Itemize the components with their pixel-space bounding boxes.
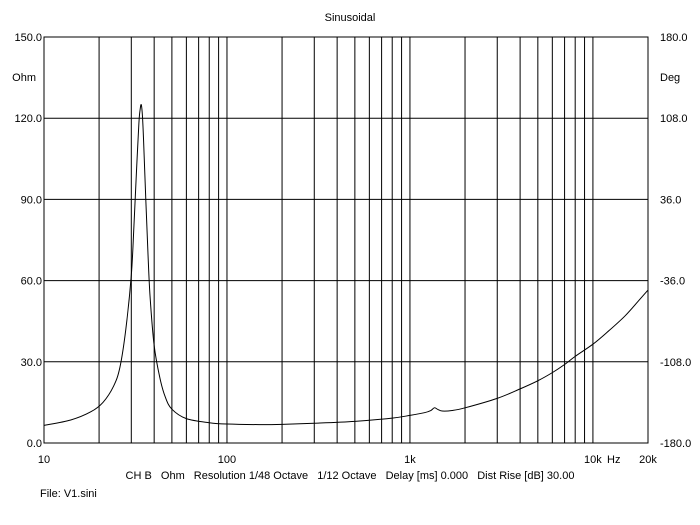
y-axis-unit-label: Ohm: [12, 72, 36, 84]
smoothing-label: 1/12 Octave: [317, 470, 377, 482]
y2-tick-label-2: -36.0: [660, 276, 685, 288]
y-tick-label-3: 90.0: [21, 194, 42, 206]
x-tick-label-2: 1k: [404, 454, 416, 466]
y2-axis-unit-label: Deg: [660, 72, 680, 84]
axis-labels: 0.0 30.0 60.0 90.0 120.0 150.0 -180.0 -108.0 -36…: [14, 32, 691, 466]
x-tick-label-0: 10: [38, 454, 50, 466]
delay-label: Delay [ms] 0.000: [385, 470, 469, 482]
y-tick-label-5: 150.0: [14, 32, 42, 44]
y-tick-label-1: 30.0: [21, 357, 42, 369]
x-tick-label-1: 100: [218, 454, 236, 466]
y-tick-label-2: 60.0: [21, 276, 42, 288]
y2-tick-label-4: 108.0: [660, 113, 688, 125]
x-axis-unit-label: Hz: [607, 454, 620, 466]
measurement-settings: CH B Ohm Resolution 1/48 Octave 1/12 Oct…: [0, 470, 700, 482]
grid: [44, 37, 648, 443]
y2-tick-label-1: -108.0: [660, 357, 691, 369]
unit-label: Ohm: [160, 470, 185, 482]
x-tick-label-3: 10k: [584, 454, 602, 466]
resolution-label: Resolution 1/48 Octave: [193, 470, 309, 482]
y-tick-label-0: 0.0: [27, 438, 42, 450]
y2-tick-label-0: -180.0: [660, 438, 691, 450]
dist-rise-label: Dist Rise [dB] 30.00: [477, 470, 575, 482]
x-tick-label-4: 20k: [639, 454, 657, 466]
y-tick-label-4: 120.0: [14, 113, 42, 125]
y2-tick-label-3: 36.0: [660, 194, 681, 206]
impedance-curve-0: [43, 104, 649, 426]
y2-tick-label-5: 180.0: [660, 32, 688, 44]
curve-layer: [43, 104, 649, 426]
channel-label: CH B: [125, 470, 152, 482]
file-name: File: V1.sini: [40, 488, 97, 500]
plot-frame: [43, 36, 649, 444]
chart-title: Sinusoidal: [325, 12, 376, 24]
